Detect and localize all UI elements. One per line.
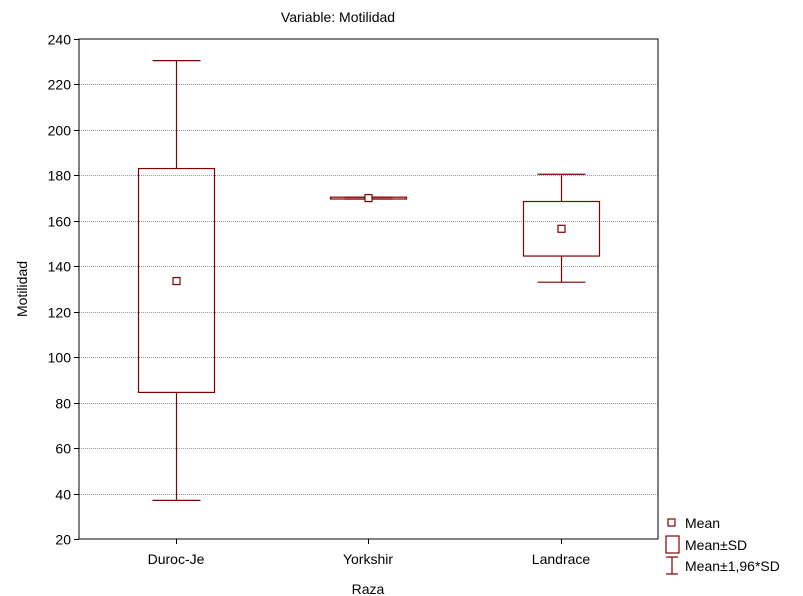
plot-frame [78,38,659,540]
y-tick-label: 40 [55,487,71,503]
box-landrace [522,173,601,283]
y-tick-label: 60 [55,441,71,457]
y-tick-label: 180 [48,168,72,184]
y-tick-label: 240 [48,32,72,48]
sd-box [522,200,601,257]
x-tick-label: Yorkshir [343,551,393,567]
y-tick-label: 120 [48,305,72,321]
x-tick-label: Landrace [532,551,591,567]
y-tick-label: 80 [55,396,71,412]
grid-lines [79,84,658,495]
legend-item-square: Mean [667,515,720,531]
y-tick-label: 220 [48,77,72,93]
y-tick-label: 100 [48,350,72,366]
box-yorkshir [329,193,408,203]
y-tick-label: 200 [48,123,72,139]
x-axis-label: Raza [352,581,385,596]
box-duroc-je [137,59,216,501]
y-axis-label: Motilidad [14,261,30,317]
y-tick-label: 140 [48,259,72,275]
mean-marker [172,276,181,286]
box-series [137,59,601,501]
mean-marker [364,193,373,203]
legend-label: Mean±1,96*SD [685,558,780,574]
x-axis-ticks: Duroc-Je Yorkshir Landrace [148,539,591,567]
y-axis-ticks: 20 40 60 80 100 120 140 160 180 200 220 240 [48,32,79,548]
mean-marker [557,224,566,233]
legend-label: Mean±SD [685,537,747,553]
legend-label: Mean [685,515,720,531]
legend-mean-symbol [667,518,676,527]
sd-box [137,167,216,394]
y-tick-label: 20 [55,532,71,548]
x-tick-label: Duroc-Je [148,551,205,567]
chart-title: Variable: Motilidad [281,9,395,25]
legend-sd-box-symbol [665,535,680,554]
legend-item-box: Mean±SD [665,535,747,554]
legend-item-whisker: Mean±1,96*SD [666,556,780,575]
legend: Mean Mean±SD Mean±1,96*SD [665,515,780,575]
y-tick-label: 160 [48,214,72,230]
